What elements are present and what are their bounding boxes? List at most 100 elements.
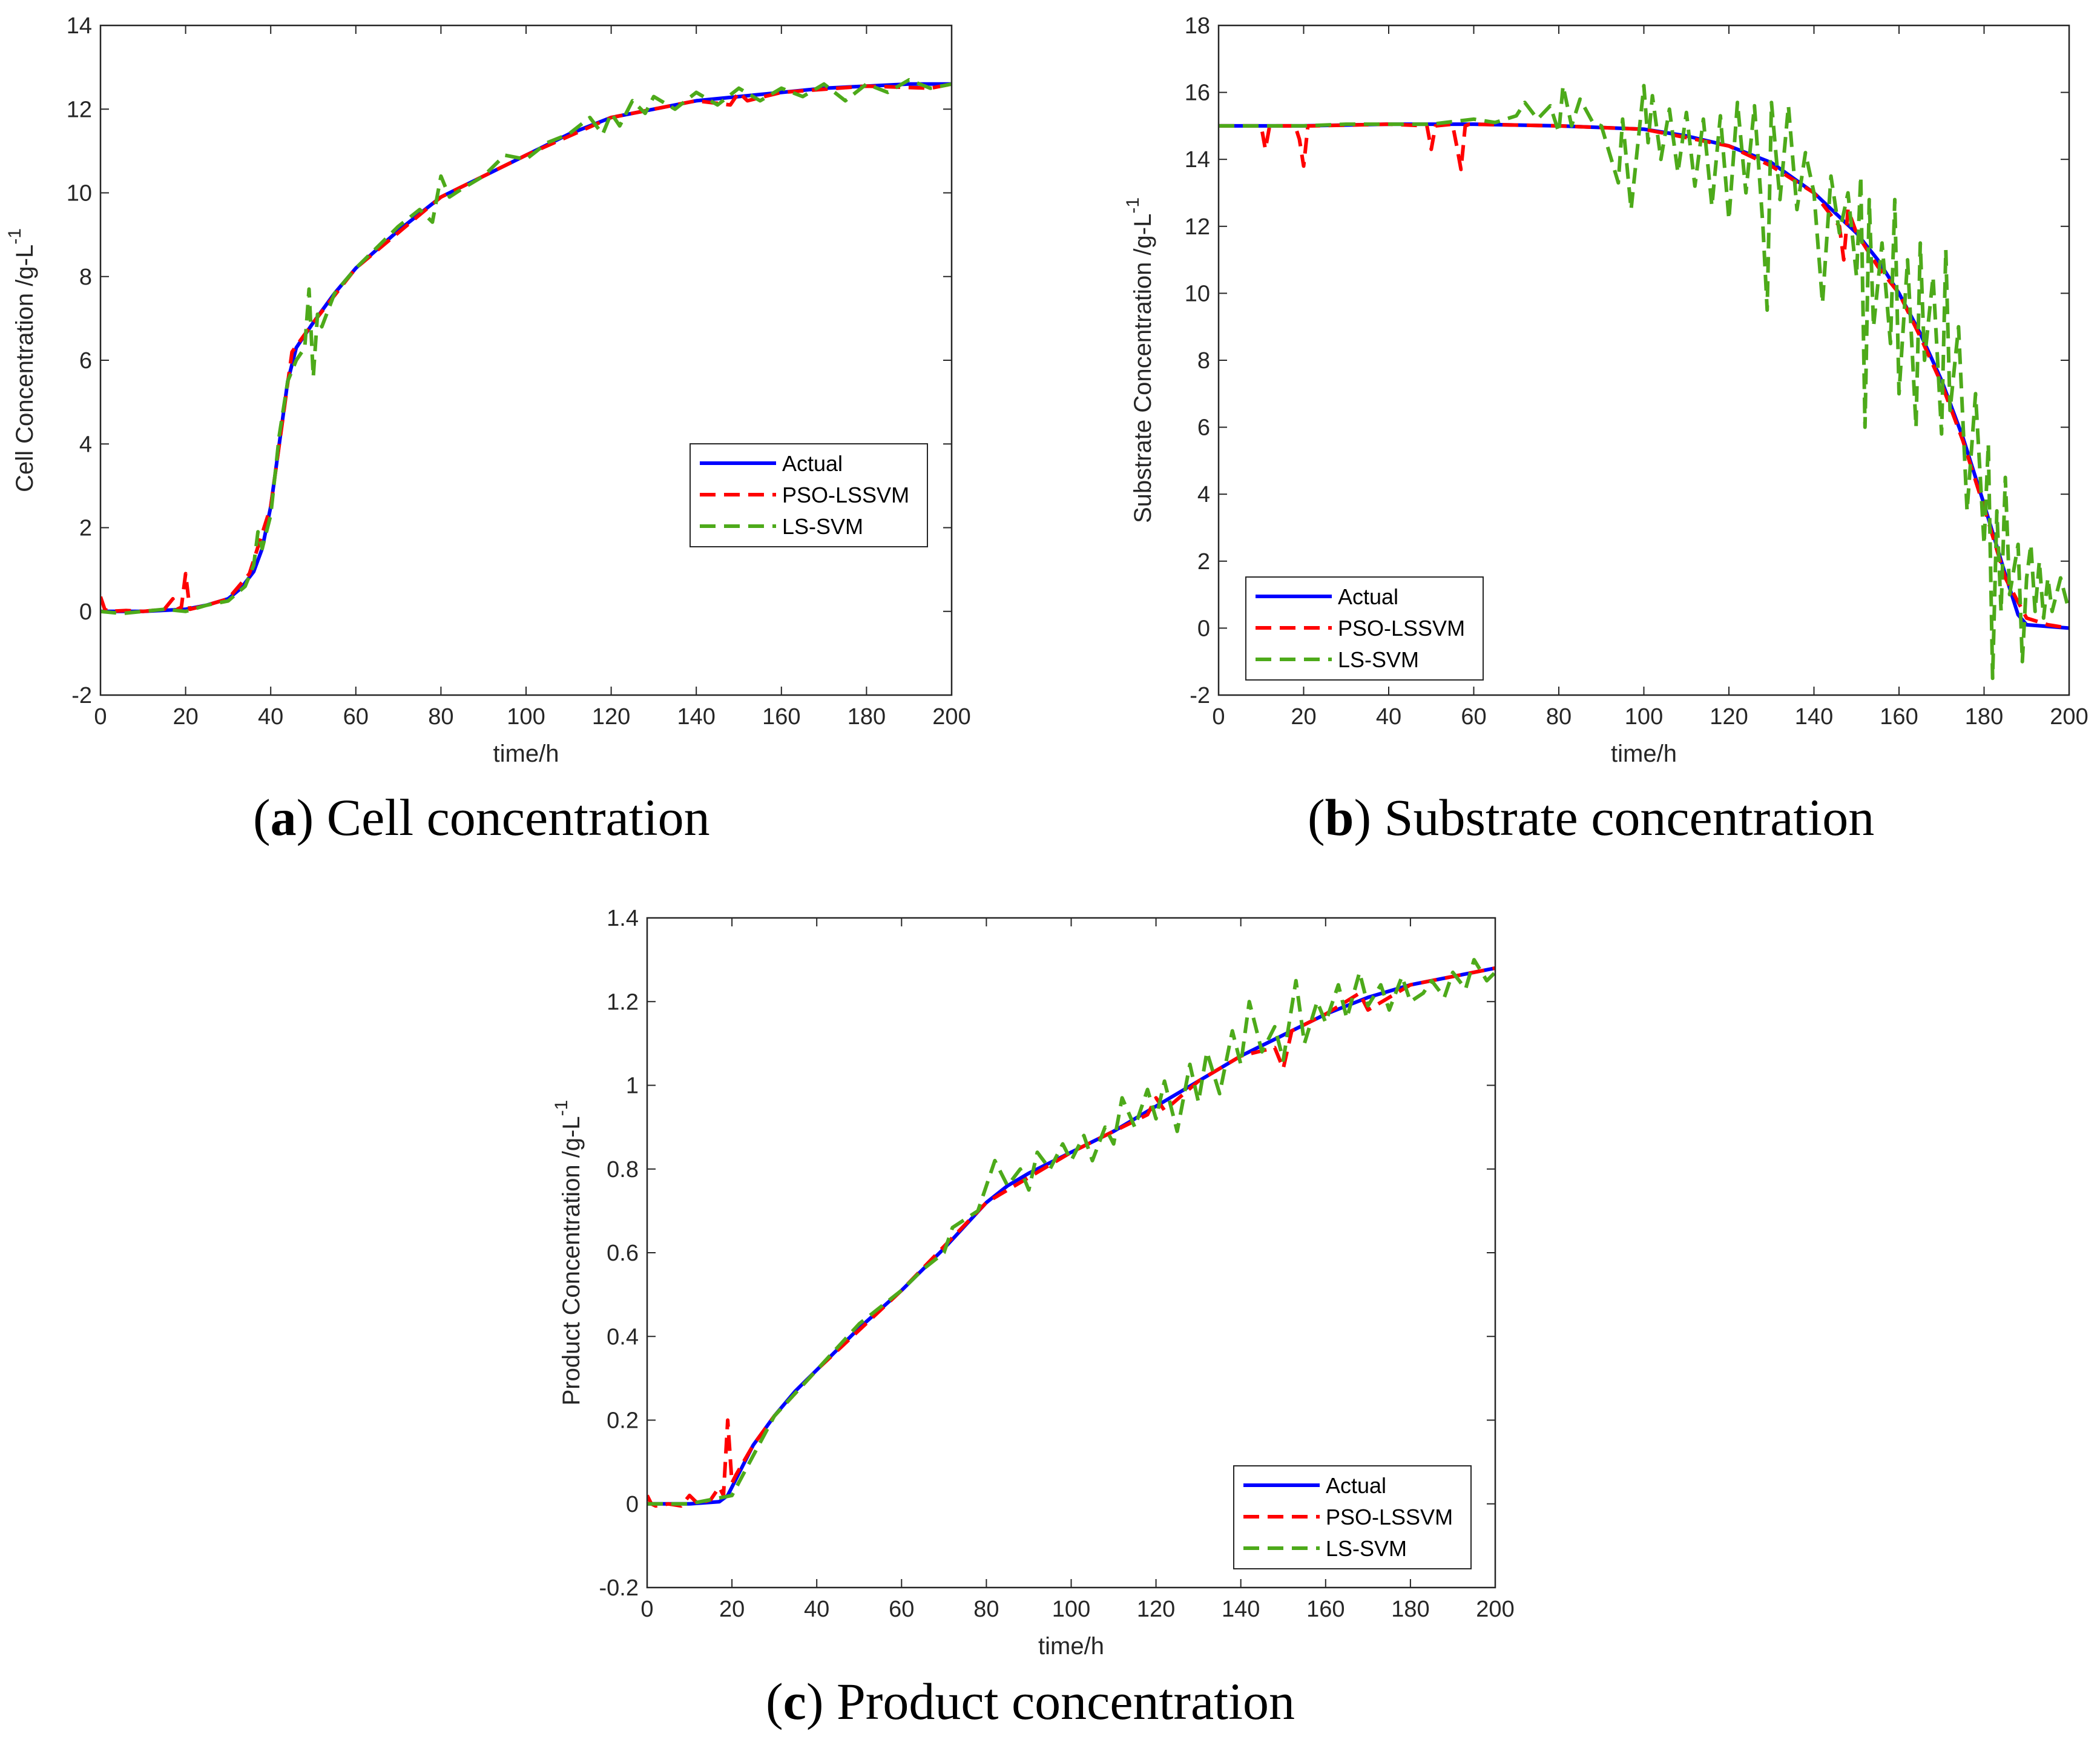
caption-b: (b) Substrate concentration [1308, 788, 1875, 846]
y-axis-label-sup: -1 [1123, 197, 1143, 214]
caption-c-text: Product concentration [836, 1672, 1295, 1730]
y-tick-label-1: 0 [1197, 616, 1210, 641]
y-tick-label-1: 0 [626, 1492, 639, 1517]
y-tick-label-5: 8 [1197, 348, 1210, 374]
x-tick-label-0: 0 [1212, 704, 1225, 730]
y-tick-label-5: 8 [79, 265, 92, 290]
legend-label-actual: Actual [1338, 584, 1398, 609]
y-tick-label-1: 0 [79, 599, 92, 625]
y-tick-label-4: 6 [79, 348, 92, 374]
x-tick-label-0: 0 [640, 1597, 653, 1622]
x-tick-label-9: 180 [1965, 704, 2003, 730]
series-line-actual [647, 966, 1495, 1506]
x-axis-label: time/h [1038, 1633, 1104, 1660]
x-tick-label-3: 60 [343, 704, 369, 730]
legend: Actual PSO-LSSVM LS-SVM [690, 443, 928, 547]
y-tick-label-2: 0.2 [607, 1408, 639, 1434]
y-tick-label-6: 1 [626, 1074, 639, 1099]
y-axis-label: Product Concentration /g-L-1 [551, 1100, 585, 1406]
y-axis-label-sup: -1 [5, 228, 25, 245]
y-tick-label-5: 0.8 [607, 1157, 639, 1182]
y-tick-label-8: 14 [1185, 147, 1210, 173]
chart-panel-2: 0 20 40 60 80 100 120 140 160 180 200-0.200.20.40.… [551, 906, 1515, 1660]
x-axis-label: time/h [493, 740, 559, 767]
x-tick-label-6: 120 [1137, 1597, 1175, 1622]
y-axis-label: Substrate Concentration /g-L-1 [1123, 197, 1156, 523]
chart-panel-1: 0 20 40 60 80 100 120 140 160 180 200-202468101214… [1123, 13, 2088, 767]
y-tick-label-4: 6 [1197, 415, 1210, 441]
y-tick-label-2: 2 [1197, 549, 1210, 575]
y-tick-label-6: 10 [1185, 281, 1210, 306]
x-tick-label-5: 100 [1052, 1597, 1090, 1622]
x-tick-label-9: 180 [848, 704, 886, 730]
x-tick-label-8: 160 [1880, 704, 1918, 730]
legend-label-pso-lssvm: PSO-LSSVM [1338, 616, 1465, 641]
x-tick-label-4: 80 [973, 1597, 999, 1622]
x-tick-label-9: 180 [1391, 1597, 1429, 1622]
y-tick-label-7: 12 [67, 97, 92, 122]
y-tick-label-4: 0.6 [607, 1241, 639, 1266]
axes-box [646, 917, 1496, 1589]
legend-label-ls-svm: LS-SVM [1326, 1536, 1407, 1561]
x-tick-label-3: 60 [889, 1597, 914, 1622]
caption-a-text: Cell concentration [326, 788, 710, 846]
series-line-actual [1219, 122, 2069, 630]
legend-label-pso-lssvm: PSO-LSSVM [1326, 1505, 1453, 1529]
y-axis-label: Cell Concentration /g-L-1 [5, 228, 38, 492]
y-tick-label-9: 16 [1185, 81, 1210, 106]
caption-b-text: Substrate concentration [1384, 788, 1875, 846]
x-tick-label-2: 40 [1376, 704, 1401, 730]
x-tick-label-5: 100 [1625, 704, 1663, 730]
y-tick-label-0: -2 [71, 683, 92, 708]
x-tick-label-4: 80 [1546, 704, 1572, 730]
y-tick-label-3: 0.4 [607, 1324, 639, 1350]
legend-label-ls-svm: LS-SVM [1338, 647, 1419, 672]
x-tick-label-5: 100 [507, 704, 545, 730]
x-tick-label-7: 140 [1795, 704, 1833, 730]
x-tick-label-2: 40 [258, 704, 283, 730]
x-tick-label-1: 20 [719, 1597, 745, 1622]
x-tick-label-6: 120 [592, 704, 630, 730]
y-tick-label-3: 4 [79, 432, 92, 457]
x-tick-label-8: 160 [1306, 1597, 1345, 1622]
y-tick-label-0: -0.2 [599, 1575, 639, 1601]
x-tick-label-6: 120 [1710, 704, 1748, 730]
x-tick-label-0: 0 [94, 704, 107, 730]
y-tick-label-7: 12 [1185, 214, 1210, 240]
x-axis-label: time/h [1611, 740, 1677, 767]
legend: Actual PSO-LSSVM LS-SVM [1245, 576, 1484, 681]
axes-box [1217, 24, 2070, 696]
caption-c-letter: c [783, 1672, 806, 1730]
y-axis-label-text: Cell Concentration /g-L [12, 245, 38, 492]
y-tick-label-3: 4 [1197, 482, 1210, 507]
x-tick-label-10: 200 [1476, 1597, 1514, 1622]
caption-b-letter: b [1325, 788, 1354, 846]
x-tick-label-1: 20 [1291, 704, 1316, 730]
caption-a-letter: a [270, 788, 297, 846]
x-tick-label-10: 200 [932, 704, 970, 730]
y-tick-label-8: 14 [67, 13, 92, 39]
series-line-ls-svm [647, 958, 1495, 1506]
x-tick-label-10: 200 [2050, 704, 2088, 730]
y-axis-label-text: Product Concentration /g-L [558, 1116, 585, 1405]
series-line-ls-svm [1219, 84, 2069, 681]
caption-a: (a) Cell concentration [253, 788, 710, 846]
legend-label-actual: Actual [782, 451, 843, 476]
x-tick-label-7: 140 [1222, 1597, 1260, 1622]
chart-panel-0: 0 20 40 60 80 100 120 140 160 180 200-202468101214… [5, 13, 971, 767]
x-tick-label-2: 40 [804, 1597, 829, 1622]
x-tick-label-4: 80 [428, 704, 453, 730]
y-tick-label-2: 2 [79, 516, 92, 541]
legend-label-ls-svm: LS-SVM [782, 514, 863, 539]
legend-label-pso-lssvm: PSO-LSSVM [782, 483, 909, 507]
y-tick-label-10: 18 [1185, 13, 1210, 39]
y-axis-label-text: Substrate Concentration /g-L [1130, 214, 1156, 523]
x-tick-label-8: 160 [762, 704, 800, 730]
y-tick-label-0: -2 [1190, 683, 1210, 708]
x-tick-label-3: 60 [1461, 704, 1486, 730]
x-tick-label-7: 140 [677, 704, 715, 730]
y-tick-label-6: 10 [67, 181, 92, 206]
y-tick-label-8: 1.4 [607, 906, 639, 931]
